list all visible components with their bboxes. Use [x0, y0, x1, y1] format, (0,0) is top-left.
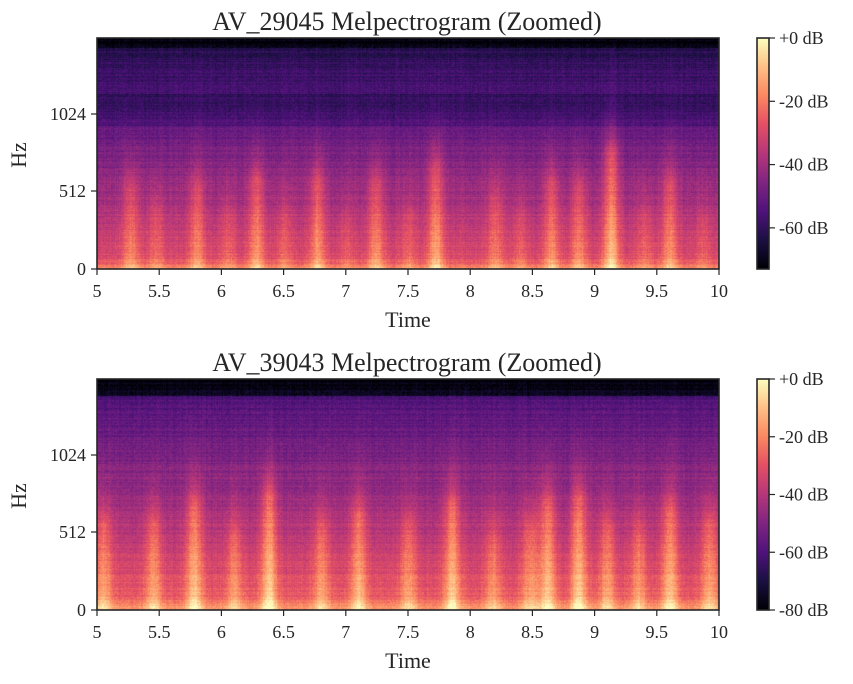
chart-1-ylabel: Hz — [6, 142, 31, 168]
chart-1-ytick-512: 512 — [59, 181, 86, 201]
chart-1-xtick-label: 10 — [710, 281, 728, 301]
chart-2-xtick-label: 8 — [466, 622, 475, 642]
chart-1-xtick-label: 9.5 — [646, 281, 669, 301]
chart-2-colorbar-ticks: +0 dB -20 dB -40 dB -60 dB -80 dB — [769, 369, 829, 620]
chart-1-spectrogram — [97, 38, 719, 269]
chart-2-xtick-label: 5.5 — [148, 622, 171, 642]
chart-2-cbar-tick-label: -60 dB — [779, 542, 829, 562]
chart-2-xtick-label: 7.5 — [397, 622, 420, 642]
chart-2-xtick-label: 6 — [217, 622, 226, 642]
chart-2-cbar-tick-label: -40 dB — [779, 485, 829, 505]
chart-1-colorbar-ticks: +0 dB -20 dB -40 dB -60 dB — [769, 28, 829, 238]
chart-1-colorbar-frame — [756, 37, 770, 270]
chart-2-xlabel: Time — [385, 648, 431, 673]
chart-2-xtick-label: 8.5 — [521, 622, 544, 642]
chart-1-xlabel: Time — [385, 307, 431, 332]
chart-1-xtick-label: 7.5 — [397, 281, 420, 301]
chart-1-cbar-tick-label: -20 dB — [779, 91, 829, 111]
chart-2-xtick-label: 10 — [710, 622, 728, 642]
chart-1-xtick-label: 9 — [590, 281, 599, 301]
chart-1-x-ticks: 5 5.5 6 6.5 7 7.5 8 8.5 9 9.5 10 — [93, 269, 728, 301]
chart-panel-1: AV_29045 Melpectrogram (Zoomed) 1024 512… — [6, 7, 829, 332]
chart-2-y-ticks: 1024 512 0 — [50, 445, 97, 620]
chart-2-ytick-512: 512 — [59, 522, 86, 542]
chart-1-xtick-label: 6.5 — [272, 281, 295, 301]
chart-1-title: AV_29045 Melpectrogram (Zoomed) — [212, 7, 601, 36]
chart-1-ytick-0: 0 — [77, 259, 86, 279]
chart-2-colorbar — [757, 379, 769, 610]
chart-2-xtick-label: 7 — [341, 622, 350, 642]
chart-1-xtick-label: 5 — [93, 281, 102, 301]
chart-2-ytick-0: 0 — [77, 600, 86, 620]
chart-panel-2: AV_39043 Melpectrogram (Zoomed) 1024 512… — [6, 348, 829, 673]
chart-2-cbar-tick-label: -20 dB — [779, 427, 829, 447]
chart-1-cbar-tick-label: -60 dB — [779, 218, 829, 238]
chart-2-xtick-label: 9 — [590, 622, 599, 642]
chart-1-xtick-label: 8 — [466, 281, 475, 301]
chart-2-xtick-label: 6.5 — [272, 622, 295, 642]
chart-2-xtick-label: 5 — [93, 622, 102, 642]
chart-2-title: AV_39043 Melpectrogram (Zoomed) — [212, 348, 601, 377]
chart-2-spectrogram — [97, 379, 719, 610]
chart-1-xtick-label: 5.5 — [148, 281, 171, 301]
chart-1-y-ticks: 1024 512 0 — [50, 104, 97, 279]
chart-1-cbar-tick-label: +0 dB — [779, 28, 824, 48]
chart-2-xtick-label: 9.5 — [646, 622, 669, 642]
chart-1-ytick-1024: 1024 — [50, 104, 86, 124]
chart-1-colorbar — [757, 38, 769, 269]
chart-2-ylabel: Hz — [6, 483, 31, 509]
chart-2-cbar-tick-label: +0 dB — [779, 369, 824, 389]
chart-1-xtick-label: 7 — [341, 281, 350, 301]
chart-1-xtick-label: 6 — [217, 281, 226, 301]
chart-1-xtick-label: 8.5 — [521, 281, 544, 301]
chart-1-cbar-tick-label: -40 dB — [779, 155, 829, 175]
chart-2-ytick-1024: 1024 — [50, 445, 86, 465]
chart-2-x-ticks: 5 5.5 6 6.5 7 7.5 8 8.5 9 9.5 10 — [93, 610, 728, 642]
chart-2-cbar-tick-label: -80 dB — [779, 600, 829, 620]
